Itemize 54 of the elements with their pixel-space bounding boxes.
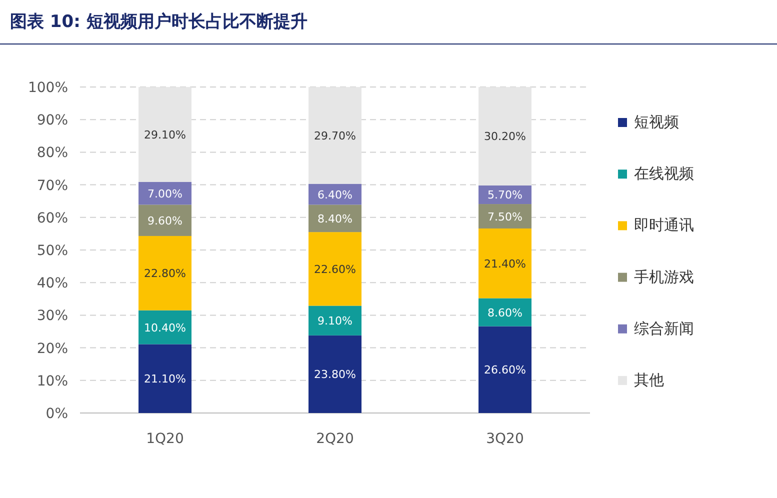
- data-label: 8.60%: [488, 306, 522, 320]
- legend-label: 即时通讯: [634, 216, 694, 234]
- y-tick-label: 100%: [28, 80, 68, 96]
- data-label: 7.00%: [148, 187, 182, 200]
- data-label: 6.40%: [318, 188, 352, 202]
- bar: [478, 204, 532, 228]
- data-label: 10.40%: [144, 321, 186, 334]
- bar: [138, 310, 192, 344]
- y-tick-label: 10%: [36, 373, 68, 390]
- y-tick-label: 50%: [36, 243, 68, 259]
- y-tick-label: 0%: [46, 406, 68, 422]
- data-label: 22.60%: [314, 262, 356, 276]
- data-label: 29.10%: [144, 128, 186, 142]
- chart-title: 图表 10: 短视频用户时长占比不断提升: [10, 12, 308, 32]
- bar: [308, 87, 362, 184]
- y-tick-label: 30%: [36, 308, 68, 324]
- data-label: 29.70%: [314, 129, 356, 142]
- y-tick-label: 80%: [36, 145, 68, 162]
- bar: [478, 326, 532, 413]
- data-label: 21.40%: [484, 257, 526, 270]
- data-label: 7.50%: [488, 210, 522, 224]
- bar: [138, 236, 192, 310]
- data-label: 30.20%: [484, 130, 526, 144]
- y-tick-label: 90%: [36, 112, 68, 129]
- bar: [308, 204, 362, 232]
- y-tick-label: 60%: [36, 210, 68, 226]
- data-label: 8.40%: [318, 212, 352, 226]
- data-label: 9.10%: [318, 314, 352, 328]
- legend-label: 综合新闻: [634, 319, 694, 338]
- x-tick-label: 1Q20: [146, 431, 184, 447]
- bar: [478, 87, 532, 186]
- data-label: 5.70%: [488, 188, 522, 202]
- data-label: 22.80%: [144, 267, 186, 280]
- y-tick-label: 70%: [36, 178, 68, 194]
- bar: [308, 335, 362, 413]
- data-label: 21.10%: [144, 372, 186, 386]
- bar: [308, 306, 362, 336]
- legend-label: 在线视频: [634, 164, 694, 183]
- bar: [308, 232, 362, 306]
- legend-label: 短视频: [634, 113, 679, 131]
- data-label: 23.80%: [314, 368, 356, 382]
- bar: [138, 204, 192, 236]
- x-tick-label: 2Q20: [316, 431, 354, 447]
- x-tick-label: 3Q20: [486, 431, 524, 447]
- legend-label: 手机游戏: [634, 268, 694, 286]
- data-label: 26.60%: [484, 364, 526, 377]
- legend-label: 其他: [634, 371, 664, 389]
- bar: [138, 87, 192, 182]
- bar: [478, 298, 532, 326]
- bar: [138, 344, 192, 413]
- y-tick-label: 40%: [36, 276, 68, 292]
- bar: [478, 228, 532, 298]
- y-tick-label: 20%: [36, 340, 68, 357]
- data-label: 9.60%: [148, 214, 182, 228]
